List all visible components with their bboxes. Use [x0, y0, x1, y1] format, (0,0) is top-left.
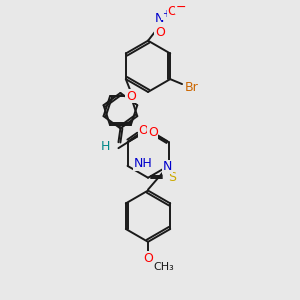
Text: H: H	[101, 140, 110, 153]
Text: O: O	[143, 252, 153, 265]
Text: O: O	[138, 124, 148, 137]
Text: O: O	[126, 90, 136, 103]
Text: O: O	[148, 126, 158, 139]
Text: N: N	[163, 160, 172, 173]
Text: O: O	[155, 26, 165, 39]
Text: NH: NH	[134, 158, 153, 170]
Text: +: +	[162, 9, 170, 19]
Text: −: −	[175, 1, 186, 13]
Text: O: O	[168, 4, 178, 18]
Text: S: S	[168, 171, 176, 184]
Text: Br: Br	[185, 80, 199, 94]
Text: CH₃: CH₃	[153, 262, 174, 272]
Text: N: N	[155, 13, 164, 26]
